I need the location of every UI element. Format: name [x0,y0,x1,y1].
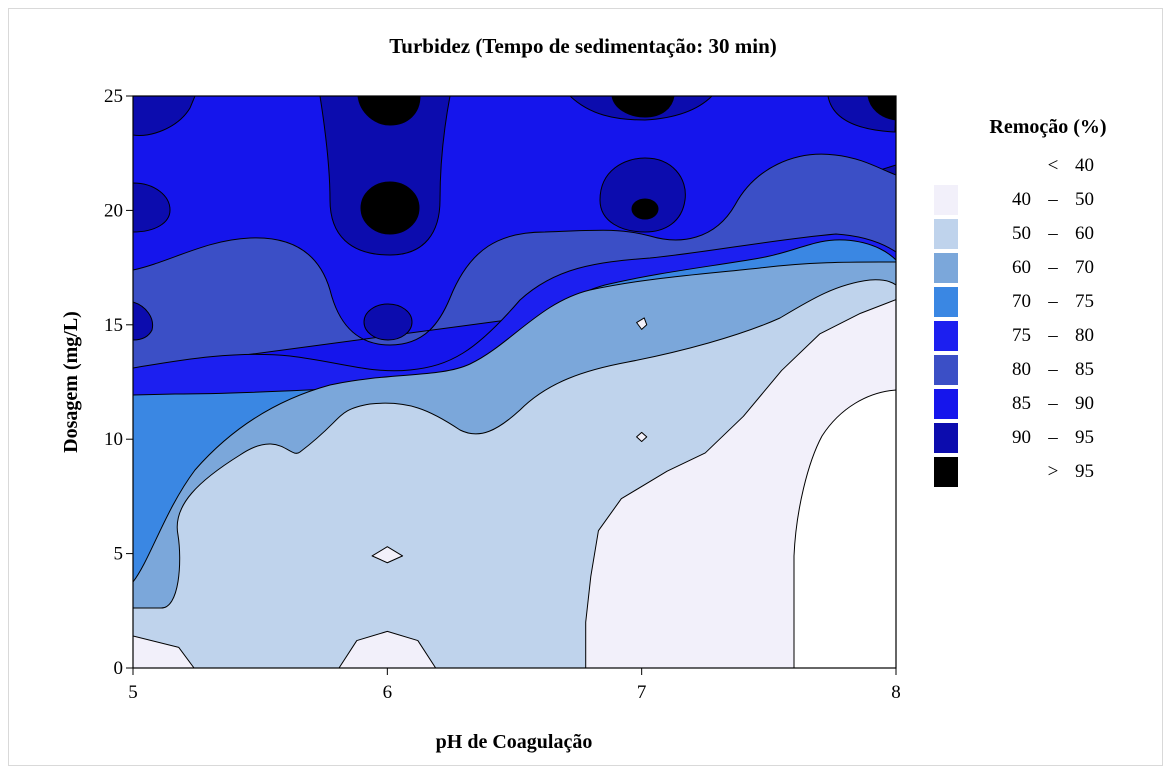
contour-level-layer [133,299,896,668]
y-tick-label: 5 [114,544,124,565]
contour-band-90-95 [133,301,154,341]
legend-swatch [934,219,958,249]
legend-title: Remoção (%) [989,116,1106,138]
legend-high: 85 [1075,359,1094,380]
legend-high: 50 [1075,189,1094,210]
legend: <4040–5050–6060–7070–7575–8080–8585–9090… [934,155,1094,487]
legend-high: 90 [1075,393,1094,414]
legend-low: 70 [1012,291,1031,312]
legend-swatch [934,423,958,453]
contour-band-gt95 [631,198,659,220]
legend-separator: – [1047,359,1058,380]
legend-swatch [934,287,958,317]
contour-band-gt95 [360,181,420,235]
x-tick-label: 5 [128,682,138,703]
legend-high: 95 [1075,461,1094,482]
contour-band-90-95 [133,96,196,137]
contour-band-40-50 [371,546,404,564]
contour-band-40-50 [338,630,437,668]
legend-low: 50 [1012,223,1031,244]
legend-separator: – [1047,257,1058,278]
contour-band-40-50 [636,431,648,442]
legend-separator: – [1047,393,1058,414]
contour-band-90-95 [133,182,171,233]
legend-low: 85 [1012,393,1031,414]
contour-band-80-85 [133,153,896,371]
legend-swatch [934,457,958,487]
legend-low: 75 [1012,325,1031,346]
contour-band-gt95 [611,96,675,118]
legend-high: 70 [1075,257,1094,278]
x-tick-label: 7 [637,682,647,703]
x-tick-label: 8 [891,682,901,703]
contour-band-90-95 [599,157,686,233]
legend-low: 60 [1012,257,1031,278]
legend-high: 80 [1075,325,1094,346]
contour-band-40-50 [636,317,648,330]
y-tick-label: 25 [104,86,123,107]
contour-band-90-95 [363,303,413,341]
y-axis-title: Dosagem (mg/L) [60,311,82,453]
chart-title: Turbidez (Tempo de sedimentação: 30 min) [389,34,777,58]
legend-separator: – [1047,189,1058,210]
contour-band-gt95 [867,96,896,121]
legend-separator: > [1048,461,1059,482]
x-tick-label: 6 [383,682,393,703]
legend-swatch [934,185,958,215]
contour-band-gt95 [357,96,421,126]
contour-band-lt40 [793,389,896,668]
legend-swatch [934,321,958,351]
legend-low: 90 [1012,427,1031,448]
legend-low: 40 [1012,189,1031,210]
plot-border [132,95,897,669]
legend-separator: < [1048,155,1059,176]
legend-high: 40 [1075,155,1094,176]
legend-high: 75 [1075,291,1094,312]
legend-swatch [934,389,958,419]
legend-separator: – [1047,325,1058,346]
y-tick-label: 10 [104,429,123,450]
contour-band-40-50 [133,635,195,668]
y-tick-label: 20 [104,200,123,221]
legend-separator: – [1047,291,1058,312]
legend-swatch [934,355,958,385]
y-tick-label: 0 [114,658,124,679]
legend-separator: – [1047,427,1058,448]
legend-separator: – [1047,223,1058,244]
legend-high: 95 [1075,427,1094,448]
legend-swatch [934,253,958,283]
y-tick-label: 15 [104,315,123,336]
x-axis-title: pH de Coagulação [436,731,593,753]
legend-low: 80 [1012,359,1031,380]
legend-high: 60 [1075,223,1094,244]
